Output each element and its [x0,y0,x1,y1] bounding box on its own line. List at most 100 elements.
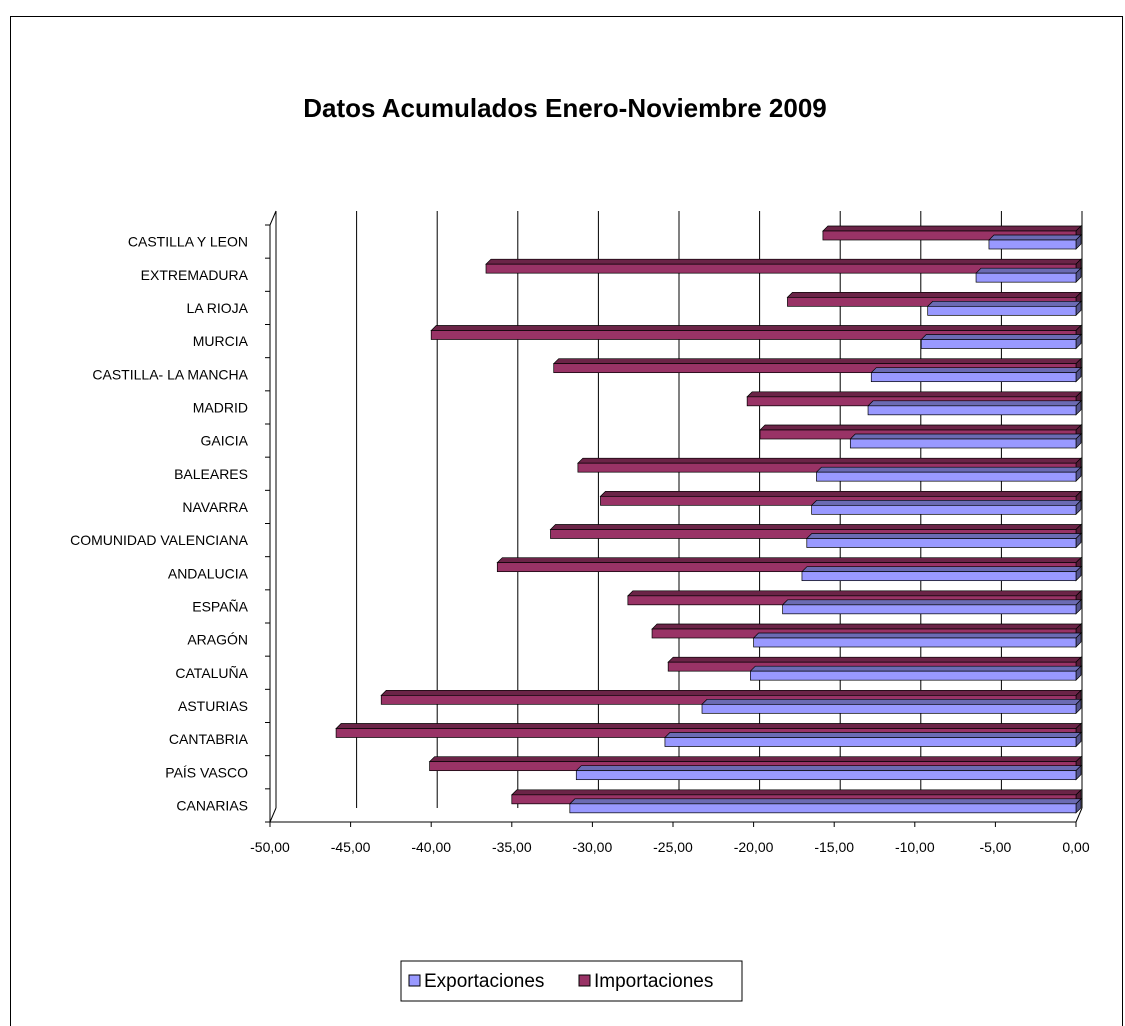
x-tick-label: -50,00 [250,839,290,855]
bar-exportaciones-front-face [575,770,1077,781]
bar-importaciones-top-face [510,789,1082,796]
legend-entry: Exportaciones [424,971,544,992]
bar-importaciones-top-face [552,358,1082,365]
x-tick-label: -20,00 [734,839,774,855]
bar-exportaciones-top-face [752,632,1082,639]
bar-importaciones-top-face [496,557,1082,564]
category-label: GAICIA [201,433,249,449]
bar-importaciones-top-face [428,756,1082,763]
bar-importaciones-top-face [549,524,1082,530]
bar-exportaciones [781,598,1082,615]
x-tick-label: -10,00 [895,839,935,855]
bar-exportaciones-top-face [920,334,1082,340]
bar-exportaciones-front-face [664,737,1077,747]
bar-exportaciones [749,665,1082,682]
x-tick-label: -15,00 [814,839,854,855]
bar-importaciones-top-face [577,457,1082,464]
x-tick-label: -35,00 [492,839,532,855]
bar-exportaciones [810,499,1082,516]
bar-importaciones-top-face [485,258,1082,265]
bar-importaciones-top-face [786,291,1082,298]
bar-exportaciones-top-face [810,499,1082,506]
x-tick-label: -40,00 [411,839,451,855]
bar-exportaciones-top-face [568,798,1082,805]
chart-frame [10,16,1123,1026]
bar-exportaciones-top-face [926,300,1082,307]
bar-exportaciones [664,731,1082,748]
chart-title: Datos Acumulados Enero-Noviembre 2009 [303,93,827,123]
bar-importaciones-top-face [822,225,1082,232]
bar-importaciones-top-face [335,723,1082,729]
bar-exportaciones [988,234,1082,250]
category-label: EXTREMADURA [141,267,249,283]
bar-importaciones-top-face [380,689,1082,696]
category-label: MURCIA [193,333,249,349]
bar-exportaciones [867,399,1082,416]
bar-exportaciones-front-face [816,471,1077,482]
side-wall-top-edge [269,210,277,226]
bar-exportaciones [926,300,1082,317]
category-label: NAVARRA [182,499,248,515]
x-tick-label: -5,00 [979,839,1011,855]
bar-exportaciones-top-face [867,400,1082,407]
category-label: BALEARES [174,466,248,482]
category-label: CANTABRIA [169,731,249,747]
bar-exportaciones-top-face [664,732,1082,738]
bar-exportaciones-front-face [701,703,1077,714]
x-tick-label: -30,00 [573,839,613,855]
bar-exportaciones-top-face [781,599,1082,606]
bar-exportaciones [975,267,1082,284]
bar-exportaciones [575,764,1082,781]
bar-exportaciones-top-face [575,765,1082,772]
bar-exportaciones [920,333,1082,350]
category-label: ASTURIAS [178,698,248,714]
x-tick-label: -45,00 [331,839,371,855]
bar-importaciones-top-face [651,623,1082,630]
floor-right-edge [1075,807,1083,823]
bar-exportaciones [805,532,1082,549]
bar-importaciones-top-face [746,391,1082,398]
legend-swatch [408,974,421,987]
category-label: COMUNIDAD VALENCIANA [70,532,249,548]
bar-exportaciones [752,632,1082,648]
bar-exportaciones-top-face [701,698,1082,705]
bar-exportaciones-front-face [801,571,1077,582]
bar-importaciones-top-face [430,325,1082,331]
bar-exportaciones-front-face [849,438,1077,449]
category-label: CASTILLA Y LEON [128,234,248,250]
bar-importaciones-top-face [667,656,1082,663]
category-label: ANDALUCIA [168,565,249,581]
bar-exportaciones-front-face [867,405,1077,416]
category-label: CASTILLA- LA MANCHA [92,366,248,382]
bar-importaciones-top-face [759,424,1082,431]
bar-exportaciones [701,698,1082,715]
legend-box [400,960,743,1002]
bar-exportaciones-front-face [569,803,1077,814]
bar-exportaciones-top-face [870,367,1082,374]
bar-exportaciones-front-face [975,272,1077,283]
bar-exportaciones-top-face [801,566,1082,573]
bar-importaciones-top-face [627,590,1082,597]
category-label: MADRID [193,399,248,415]
bar-exportaciones [801,565,1082,582]
bar-exportaciones-front-face [920,339,1077,349]
category-label: PAÍS VASCO [165,764,248,780]
bar-exportaciones-front-face [927,305,1077,316]
bar-exportaciones-front-face [753,637,1077,648]
category-label: ESPAÑA [192,598,248,614]
bar-exportaciones-top-face [805,533,1082,539]
bar-exportaciones-front-face [988,239,1077,250]
x-tick-label: 0,00 [1062,839,1089,855]
bar-exportaciones [815,466,1082,483]
bar-exportaciones-top-face [849,433,1082,440]
bar-exportaciones [870,366,1082,383]
category-label: LA RIOJA [187,300,249,316]
bar-importaciones-top-face [599,490,1082,497]
bar-exportaciones-front-face [870,372,1077,383]
plot-area: -50,00 -45,00 -40,00 -35,00 -30,00 -25,00 -20,… [70,210,1090,855]
category-label: CANARIAS [176,797,248,813]
legend-swatch [578,974,591,987]
bar-importaciones [496,556,1082,573]
bar-exportaciones-front-face [782,604,1077,615]
